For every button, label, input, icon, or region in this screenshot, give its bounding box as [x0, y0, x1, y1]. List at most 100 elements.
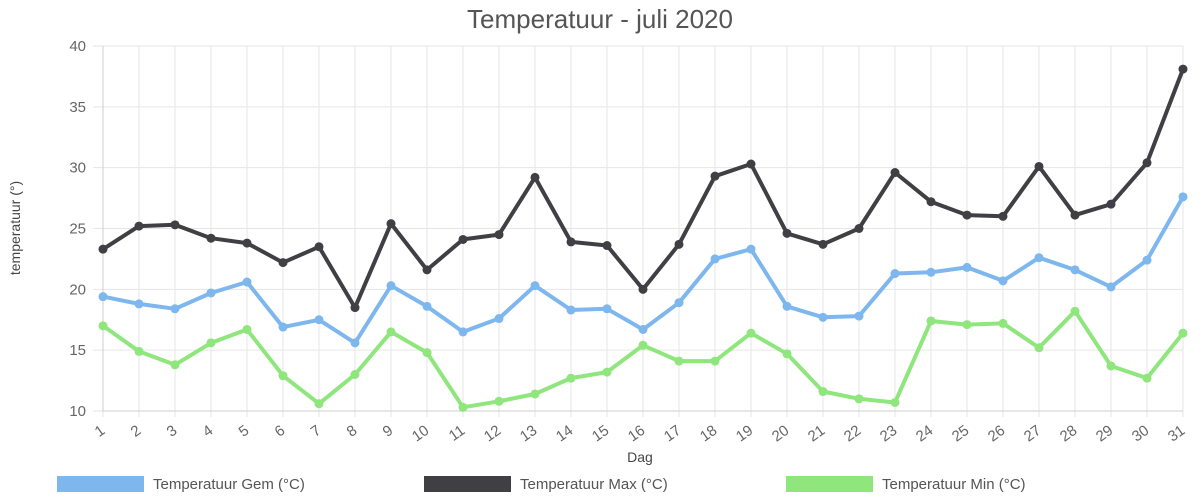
data-point[interactable] — [134, 221, 144, 231]
data-point[interactable] — [170, 360, 180, 370]
data-point[interactable] — [638, 284, 648, 294]
data-point[interactable] — [674, 298, 684, 308]
data-point[interactable] — [278, 371, 288, 381]
data-point[interactable] — [746, 328, 756, 338]
data-point[interactable] — [206, 288, 216, 298]
data-point[interactable] — [1070, 265, 1080, 275]
data-point[interactable] — [998, 276, 1008, 286]
data-point[interactable] — [350, 303, 360, 313]
data-point[interactable] — [386, 281, 396, 291]
x-tick-label: 22 — [841, 422, 864, 445]
data-point[interactable] — [1178, 328, 1188, 338]
data-point[interactable] — [1070, 210, 1080, 220]
data-point[interactable] — [530, 389, 540, 399]
data-point[interactable] — [530, 172, 540, 182]
data-point[interactable] — [602, 304, 612, 314]
data-point[interactable] — [1178, 64, 1188, 74]
data-point[interactable] — [314, 399, 324, 409]
data-point[interactable] — [926, 267, 936, 277]
data-point[interactable] — [458, 327, 468, 337]
data-point[interactable] — [134, 346, 144, 356]
x-tick-label: 17 — [661, 422, 684, 445]
data-point[interactable] — [1034, 253, 1044, 263]
data-point[interactable] — [746, 159, 756, 169]
data-point[interactable] — [1142, 373, 1152, 383]
data-point[interactable] — [422, 265, 432, 275]
data-point[interactable] — [962, 262, 972, 272]
data-point[interactable] — [1142, 255, 1152, 265]
data-point[interactable] — [314, 315, 324, 325]
data-point[interactable] — [350, 338, 360, 348]
data-point[interactable] — [422, 301, 432, 311]
data-point[interactable] — [242, 324, 252, 334]
data-point[interactable] — [98, 321, 108, 331]
data-point[interactable] — [602, 241, 612, 251]
data-point[interactable] — [278, 258, 288, 268]
data-point[interactable] — [206, 338, 216, 348]
data-point[interactable] — [854, 394, 864, 404]
data-point[interactable] — [494, 314, 504, 324]
data-point[interactable] — [998, 318, 1008, 328]
legend-item[interactable]: Temperatuur Gem (°C) — [57, 476, 305, 493]
data-point[interactable] — [854, 224, 864, 233]
data-point[interactable] — [710, 254, 720, 264]
data-point[interactable] — [890, 269, 900, 279]
data-point[interactable] — [998, 211, 1008, 221]
data-point[interactable] — [1106, 282, 1116, 292]
data-point[interactable] — [926, 316, 936, 326]
legend-item[interactable]: Temperatuur Max (°C) — [424, 476, 668, 493]
data-point[interactable] — [170, 220, 180, 230]
data-point[interactable] — [566, 237, 576, 247]
data-point[interactable] — [566, 373, 576, 383]
data-point[interactable] — [98, 292, 108, 302]
data-point[interactable] — [242, 277, 252, 287]
data-point[interactable] — [818, 239, 828, 249]
data-point[interactable] — [710, 171, 720, 181]
data-point[interactable] — [710, 356, 720, 366]
data-point[interactable] — [818, 387, 828, 397]
data-point[interactable] — [242, 238, 252, 248]
data-point[interactable] — [134, 299, 144, 309]
legend-swatch — [424, 476, 511, 492]
data-point[interactable] — [674, 239, 684, 249]
data-point[interactable] — [206, 233, 216, 243]
data-point[interactable] — [1034, 343, 1044, 353]
data-point[interactable] — [170, 304, 180, 314]
data-point[interactable] — [98, 244, 108, 254]
data-point[interactable] — [422, 348, 432, 358]
data-point[interactable] — [494, 230, 504, 240]
data-point[interactable] — [818, 312, 828, 322]
data-point[interactable] — [1178, 192, 1188, 202]
data-point[interactable] — [854, 311, 864, 321]
data-point[interactable] — [782, 349, 792, 359]
data-point[interactable] — [314, 242, 324, 252]
data-point[interactable] — [962, 210, 972, 220]
data-point[interactable] — [674, 356, 684, 366]
data-point[interactable] — [746, 244, 756, 254]
data-point[interactable] — [1106, 361, 1116, 371]
data-point[interactable] — [566, 305, 576, 315]
legend-item[interactable]: Temperatuur Min (°C) — [786, 476, 1026, 493]
data-point[interactable] — [1142, 158, 1152, 168]
data-point[interactable] — [458, 402, 468, 412]
data-point[interactable] — [926, 197, 936, 207]
data-point[interactable] — [782, 301, 792, 311]
data-point[interactable] — [386, 219, 396, 229]
data-point[interactable] — [1070, 306, 1080, 316]
y-tick-label: 30 — [69, 160, 86, 177]
data-point[interactable] — [1106, 199, 1116, 209]
data-point[interactable] — [458, 234, 468, 244]
data-point[interactable] — [386, 327, 396, 337]
data-point[interactable] — [638, 340, 648, 350]
data-point[interactable] — [782, 228, 792, 238]
data-point[interactable] — [602, 367, 612, 377]
data-point[interactable] — [278, 322, 288, 332]
data-point[interactable] — [1034, 161, 1044, 171]
data-point[interactable] — [890, 397, 900, 407]
data-point[interactable] — [530, 281, 540, 291]
data-point[interactable] — [638, 324, 648, 334]
data-point[interactable] — [890, 168, 900, 178]
data-point[interactable] — [350, 370, 360, 379]
data-point[interactable] — [494, 396, 504, 406]
data-point[interactable] — [962, 320, 972, 330]
